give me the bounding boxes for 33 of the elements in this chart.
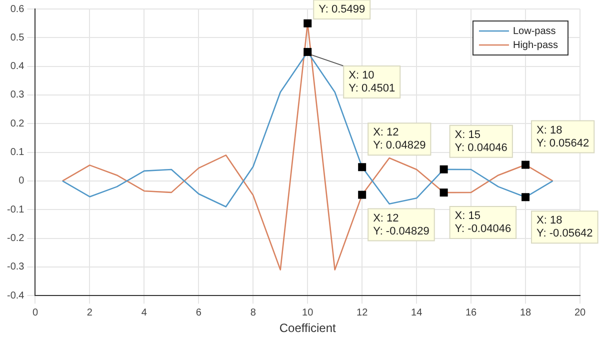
x-tick-label: 2 [86,307,93,318]
y-tick-label: -0.4 [6,290,25,302]
legend-label: High-pass [512,40,558,51]
y-tick-label: 0.4 [10,61,25,72]
x-tick-label: 18 [520,307,532,318]
y-tick-label: 0.1 [10,147,25,158]
x-axis-title: Coefficient [279,321,337,336]
annotation: X: 10 Y: 0.4501 [348,69,396,94]
x-tick-label: 0 [32,307,38,318]
x-tick-label: 12 [356,307,368,318]
y-tick-label: 0.6 [10,4,25,15]
annotation: X: 15 Y: -0.04046 [454,210,512,236]
y-tick-label: -0.1 [6,204,25,216]
x-tick-label: 14 [411,307,423,318]
annotation: X: 18 Y: 0.05642 [536,124,590,150]
y-tick-label: -0.3 [6,262,25,273]
annotation: X: 15 Y: 0.04046 [454,128,508,154]
annotation: X: 12 Y: -0.04829 [373,212,430,238]
x-tick-label: 20 [574,307,586,318]
legend-label: Low-pass [512,26,556,37]
x-tick-label: 8 [250,307,256,318]
y-tick-label: 0.2 [10,118,25,130]
x-tick-label: 4 [141,307,148,318]
y-tick-label: -0.2 [6,233,25,244]
x-tick-label: 6 [196,307,202,318]
x-tick-label: 16 [465,307,478,318]
y-tick-label: 0.5 [10,32,25,44]
annotation: X: 12 Y: 0.04829 [373,126,426,152]
x-tick-label: 10 [302,307,314,318]
annotation: X: 18 Y: -0.05642 [536,214,593,240]
annotation: Y: 0.5499 [318,4,366,16]
y-tick-label: 0 [18,176,25,187]
y-tick-label: 0.3 [10,90,25,101]
